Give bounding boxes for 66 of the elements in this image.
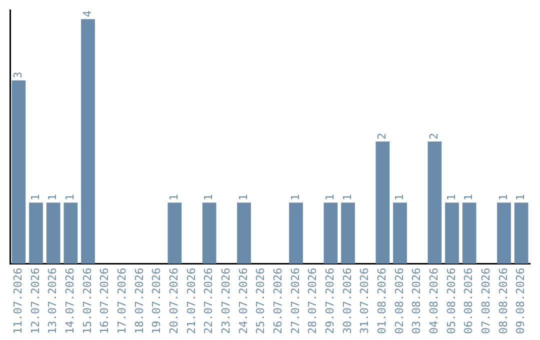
bar (12, 80, 26, 264)
x-tick-label: 09.08.2026 (514, 268, 528, 334)
x-tick-label: 14.07.2026 (64, 268, 77, 334)
bar (445, 202, 459, 264)
data-label: 1 (514, 194, 528, 201)
x-tick-label: 20.07.2026 (168, 268, 181, 334)
data-label: 3 (12, 72, 25, 78)
bar (237, 202, 251, 264)
data-label: 1 (168, 194, 181, 201)
data-label: 1 (28, 194, 42, 201)
data-label: 1 (340, 194, 354, 201)
x-tick-label: 02.08.2026 (392, 268, 406, 334)
x-tick-label: 07.08.2026 (480, 268, 493, 334)
data-label: 2 (376, 132, 389, 140)
bar (393, 202, 407, 264)
x-tick-label: 04.08.2026 (428, 268, 441, 334)
bar (514, 202, 528, 264)
x-tick-label: 21.07.2026 (184, 268, 198, 334)
bar (289, 202, 303, 264)
data-label: 1 (236, 194, 250, 201)
data-label: 4 (80, 10, 94, 18)
x-tick-label: 12.07.2026 (28, 268, 42, 334)
bar (46, 202, 60, 264)
x-tick-label: 01.08.2026 (376, 268, 389, 334)
bar (64, 202, 78, 264)
x-tick-label: 26.07.2026 (272, 268, 285, 334)
x-tick-label: 28.07.2026 (306, 268, 320, 334)
x-tick-label: 16.07.2026 (98, 268, 112, 334)
bar (168, 202, 182, 264)
x-tick-label: 29.07.2026 (324, 268, 337, 334)
bar (428, 141, 442, 264)
x-tick-label: 25.07.2026 (254, 268, 268, 334)
bar (29, 202, 43, 264)
x-tick-label: 13.07.2026 (46, 268, 60, 334)
x-tick-label: 24.07.2026 (236, 268, 250, 334)
data-label: 1 (392, 194, 406, 201)
x-tick-label: 08.08.2026 (496, 268, 510, 334)
x-tick-label: 03.08.2026 (410, 268, 424, 334)
x-tick-label: 23.07.2026 (220, 268, 233, 334)
x-tick-label: 15.07.2026 (80, 268, 94, 334)
data-label: 1 (444, 194, 458, 201)
data-label: 1 (288, 194, 302, 201)
x-tick-label: 18.07.2026 (132, 268, 146, 334)
bar (462, 202, 476, 264)
bar (497, 202, 511, 264)
x-tick-label: 11.07.2026 (12, 268, 25, 334)
data-label: 2 (428, 132, 441, 140)
x-tick-label: 05.08.2026 (444, 268, 458, 334)
data-label: 1 (496, 194, 510, 201)
x-tick-label: 06.08.2026 (462, 268, 476, 334)
data-label: 1 (64, 194, 77, 201)
x-tick-label: 22.07.2026 (202, 268, 216, 334)
x-tick-label: 30.07.2026 (340, 268, 354, 334)
bar (81, 19, 95, 264)
data-label: 1 (462, 194, 476, 201)
data-label: 1 (46, 194, 60, 201)
bar (324, 202, 338, 264)
data-label: 1 (324, 194, 337, 201)
x-tick-label: 19.07.2026 (150, 268, 164, 334)
bar (376, 141, 390, 264)
x-tick-label: 17.07.2026 (116, 268, 129, 334)
data-label: 1 (202, 194, 216, 201)
bar (341, 202, 355, 264)
x-tick-label: 27.07.2026 (288, 268, 302, 334)
x-tick-label: 31.07.2026 (358, 268, 372, 334)
bar (202, 202, 216, 264)
